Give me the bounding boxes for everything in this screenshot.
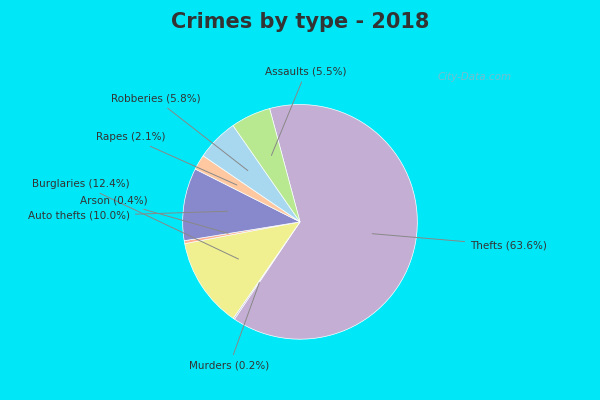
Text: Murders (0.2%): Murders (0.2%) (190, 283, 270, 370)
Wedge shape (185, 222, 300, 318)
Text: Auto thefts (10.0%): Auto thefts (10.0%) (28, 211, 227, 221)
Wedge shape (195, 156, 300, 222)
Text: Robberies (5.8%): Robberies (5.8%) (110, 94, 248, 170)
Text: Assaults (5.5%): Assaults (5.5%) (265, 67, 347, 156)
Wedge shape (184, 222, 300, 244)
Wedge shape (235, 104, 418, 339)
Wedge shape (233, 108, 300, 222)
Wedge shape (233, 222, 300, 319)
Wedge shape (182, 169, 300, 241)
Wedge shape (203, 126, 300, 222)
Text: Crimes by type - 2018: Crimes by type - 2018 (171, 12, 429, 32)
Text: City-Data.com: City-Data.com (438, 72, 512, 82)
Text: Arson (0.4%): Arson (0.4%) (80, 196, 228, 233)
Text: Burglaries (12.4%): Burglaries (12.4%) (32, 179, 238, 259)
Text: Rapes (2.1%): Rapes (2.1%) (95, 132, 237, 185)
Text: Thefts (63.6%): Thefts (63.6%) (372, 234, 547, 250)
